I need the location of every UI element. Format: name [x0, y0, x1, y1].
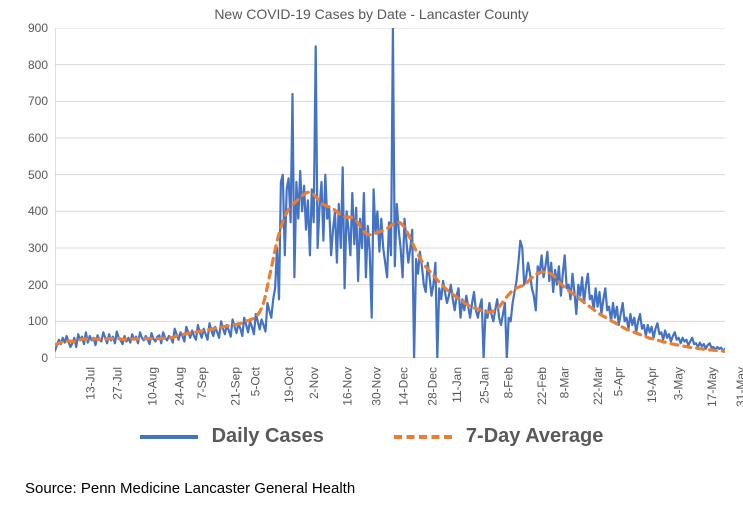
y-tick-label: 100	[8, 314, 48, 328]
x-tick-label: 7-Sep	[195, 367, 209, 399]
legend-swatch-solid	[140, 435, 198, 439]
y-tick-label: 500	[8, 168, 48, 182]
x-tick-label: 22-Mar	[591, 367, 605, 405]
source-line: Source: Penn Medicine Lancaster General …	[25, 480, 355, 497]
x-tick-label: 30-Nov	[370, 367, 384, 406]
y-tick-label: 300	[8, 241, 48, 255]
legend-swatch-dash	[394, 435, 452, 439]
legend-item-avg: 7-Day Average	[394, 425, 603, 448]
legend: Daily Cases 7-Day Average	[0, 425, 743, 448]
y-tick-label: 0	[8, 351, 48, 365]
x-tick-label: 28-Dec	[426, 367, 440, 406]
y-tick-label: 700	[8, 94, 48, 108]
legend-item-daily: Daily Cases	[140, 425, 324, 448]
x-tick-label: 14-Dec	[397, 367, 411, 406]
x-tick-label: 16-Nov	[341, 367, 355, 406]
x-tick-label: 17-May	[705, 367, 719, 407]
x-tick-label: 31-May	[734, 367, 743, 407]
x-tick-label: 11-Jan	[450, 367, 464, 403]
x-tick-label: 2-Nov	[307, 367, 321, 399]
x-tick-label: 5-Oct	[248, 367, 262, 396]
x-tick-label: 13-Jul	[84, 367, 98, 400]
x-tick-label: 21-Sep	[229, 367, 243, 406]
x-tick-label: 27-Jul	[111, 367, 125, 400]
x-tick-label: 5-Apr	[611, 367, 625, 396]
x-tick-label: 3-May	[671, 367, 685, 400]
x-tick-label: 8-Mar	[557, 367, 571, 398]
y-tick-label: 400	[8, 204, 48, 218]
x-tick-label: 10-Aug	[146, 367, 160, 406]
x-tick-label: 8-Feb	[501, 367, 515, 398]
legend-label-avg: 7-Day Average	[466, 425, 603, 448]
y-tick-label: 900	[8, 21, 48, 35]
y-tick-label: 200	[8, 278, 48, 292]
chart-title: New COVID-19 Cases by Date - Lancaster C…	[0, 6, 743, 22]
x-tick-label: 25-Jan	[478, 367, 492, 404]
chart-svg	[55, 28, 725, 358]
x-tick-label: 19-Oct	[282, 367, 296, 403]
legend-label-daily: Daily Cases	[212, 425, 324, 448]
x-tick-label: 22-Feb	[535, 367, 549, 405]
y-tick-label: 600	[8, 131, 48, 145]
x-tick-label: 19-Apr	[645, 367, 659, 403]
y-tick-label: 800	[8, 58, 48, 72]
x-tick-label: 24-Aug	[173, 367, 187, 406]
plot-area	[55, 28, 725, 358]
